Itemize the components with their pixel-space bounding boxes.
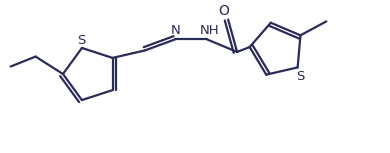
Text: O: O — [219, 4, 230, 18]
Text: N: N — [170, 24, 180, 37]
Text: NH: NH — [200, 24, 220, 37]
Text: S: S — [296, 70, 304, 83]
Text: S: S — [77, 34, 85, 47]
